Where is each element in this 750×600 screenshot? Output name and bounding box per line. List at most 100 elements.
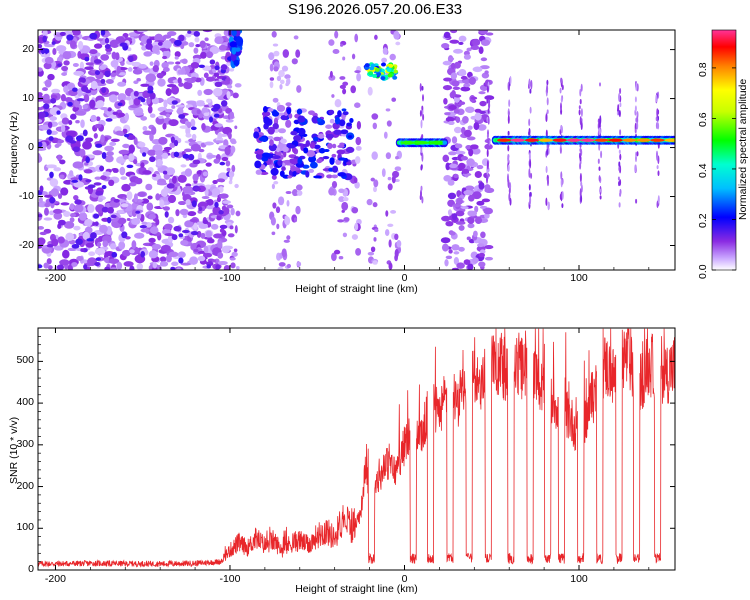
heat-tone (594, 138, 609, 142)
heat-mid (329, 118, 335, 124)
heat-noise (162, 34, 172, 39)
heat-noise (42, 35, 47, 43)
heat-noise (162, 55, 168, 60)
heat-noise (85, 137, 94, 143)
heat-noise (78, 212, 88, 221)
heat-noise (51, 88, 61, 94)
heat-noise (285, 77, 291, 86)
heat-noise (117, 112, 126, 118)
heat-noise (484, 245, 494, 250)
heat-noise (178, 257, 184, 264)
heat-noise (229, 257, 236, 261)
heat-noise (230, 262, 236, 269)
heat-noise (472, 38, 481, 47)
heat-noise (271, 183, 276, 190)
heat-noise (331, 180, 338, 189)
heat-noise (133, 97, 141, 106)
heat-line (561, 203, 564, 208)
heat-mid (286, 144, 296, 149)
heat-noise (97, 100, 105, 108)
heat-mid (322, 155, 330, 160)
heat-line (507, 164, 510, 172)
heat-line (486, 159, 489, 170)
heat-tone (552, 138, 567, 142)
heat-noise (269, 63, 274, 72)
heat-noise (49, 178, 59, 187)
heat-mid (293, 135, 301, 142)
heat-noise (101, 206, 109, 213)
heat-noise (126, 217, 131, 222)
heat-noise (159, 256, 167, 263)
heat-noise (267, 135, 274, 140)
heat-noise (38, 107, 44, 111)
heat-noise (216, 178, 226, 183)
heat-mid (302, 143, 309, 148)
heat-noise (101, 185, 107, 190)
heat-noise (149, 156, 156, 163)
heat-noise (129, 265, 135, 270)
heat-noise (229, 174, 233, 182)
heat-mid (277, 159, 283, 166)
heat-noise (472, 230, 478, 238)
heat-noise (147, 195, 153, 200)
heat-noise (82, 231, 90, 241)
heat-noise (228, 180, 233, 185)
heat-noise (90, 232, 97, 239)
heat-noise (447, 192, 457, 200)
heat-noise (444, 259, 449, 267)
heat-noise (474, 171, 482, 178)
heat-line (561, 84, 564, 91)
heat-noise (229, 225, 234, 230)
colorbar-tick-label: 0.6 (697, 112, 709, 128)
heat-noise (462, 115, 469, 124)
heat-line (600, 150, 603, 159)
heat-noise (226, 90, 231, 100)
heat-noise (140, 250, 146, 258)
heat-noise (85, 156, 90, 164)
heat-noise (285, 190, 292, 195)
heat-line (421, 105, 424, 111)
heat-noise (394, 248, 399, 258)
heat-line (545, 113, 548, 122)
heat-noise (206, 264, 211, 269)
heat-line (656, 200, 659, 209)
heat-noise (454, 94, 462, 98)
heat-noise (329, 70, 333, 78)
heat-line (487, 117, 490, 125)
snr-y-tick-label: 0 (28, 563, 34, 575)
heat-noise (470, 45, 480, 50)
heat-noise (122, 128, 128, 134)
heat-noise (136, 263, 144, 270)
heat-noise (234, 83, 242, 88)
heat-mid (313, 136, 319, 142)
snr-ticks (38, 328, 675, 571)
heat-noise (223, 265, 231, 270)
heat-noise (79, 148, 86, 158)
heat-noise (51, 238, 59, 247)
heat-noise (185, 199, 191, 206)
heat-noise (235, 210, 241, 217)
heat-noise (179, 125, 190, 129)
heat-noise (129, 249, 135, 254)
heat-noise (476, 189, 482, 193)
heat-noise (48, 136, 54, 141)
heat-noise (372, 260, 378, 265)
heat-noise (450, 62, 456, 70)
heat-noise (220, 80, 231, 85)
heat-noise (472, 257, 479, 264)
heat-line (619, 153, 622, 161)
heat-noise (47, 73, 55, 81)
heat-noise (451, 267, 459, 270)
heat-tone (538, 138, 553, 142)
heat-noise (42, 87, 48, 92)
heat-noise (119, 166, 126, 176)
heat-noise (370, 177, 376, 182)
heat-noise (70, 177, 79, 181)
heat-noise (78, 174, 83, 181)
heat-noise (277, 196, 285, 206)
heat-tone (414, 141, 429, 145)
heat-noise (472, 66, 483, 73)
heat-noise (105, 51, 112, 55)
heat-noise (484, 70, 489, 75)
